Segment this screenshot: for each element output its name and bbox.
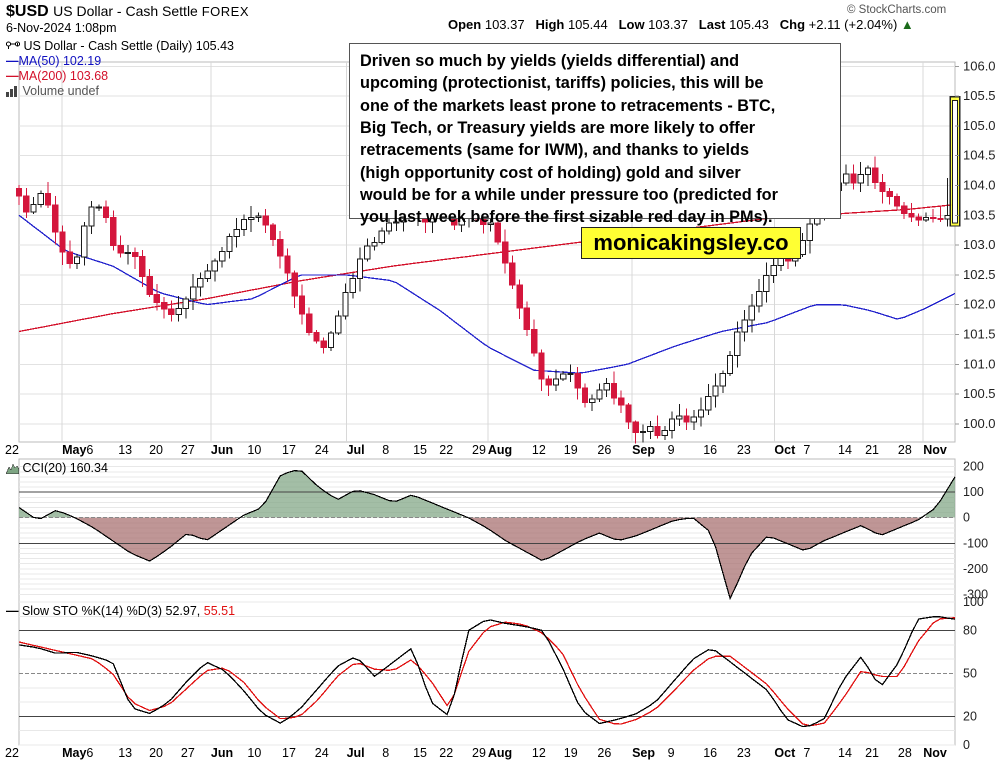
svg-text:Aug: Aug: [488, 746, 512, 760]
svg-text:100: 100: [963, 485, 984, 499]
svg-text:21: 21: [865, 443, 879, 457]
svg-text:May: May: [62, 443, 86, 457]
svg-text:20: 20: [149, 443, 163, 457]
svg-text:27: 27: [181, 746, 195, 760]
svg-text:12: 12: [532, 443, 546, 457]
svg-text:10: 10: [247, 746, 261, 760]
svg-text:21: 21: [865, 746, 879, 760]
svg-text:101.5: 101.5: [963, 327, 996, 342]
svg-text:Jun: Jun: [211, 746, 233, 760]
svg-text:May: May: [62, 746, 86, 760]
svg-text:Jun: Jun: [211, 443, 233, 457]
svg-text:Sep: Sep: [632, 746, 655, 760]
svg-text:26: 26: [597, 443, 611, 457]
svg-text:105.0: 105.0: [963, 118, 996, 133]
svg-text:105.5: 105.5: [963, 88, 996, 103]
svg-text:16: 16: [703, 443, 717, 457]
svg-text:80: 80: [963, 624, 977, 638]
svg-text:103.0: 103.0: [963, 237, 996, 252]
svg-text:19: 19: [564, 746, 578, 760]
svg-text:20: 20: [963, 709, 977, 723]
svg-text:29: 29: [472, 443, 486, 457]
svg-text:29: 29: [472, 746, 486, 760]
svg-text:8: 8: [382, 746, 389, 760]
svg-text:101.0: 101.0: [963, 356, 996, 371]
svg-text:22: 22: [439, 746, 453, 760]
svg-text:15: 15: [413, 746, 427, 760]
svg-text:100: 100: [963, 595, 984, 609]
svg-text:106.0: 106.0: [963, 58, 996, 73]
svg-text:14: 14: [838, 746, 852, 760]
svg-text:17: 17: [282, 746, 296, 760]
svg-text:9: 9: [668, 443, 675, 457]
svg-text:27: 27: [181, 443, 195, 457]
svg-text:26: 26: [597, 746, 611, 760]
svg-text:23: 23: [737, 746, 751, 760]
svg-text:Aug: Aug: [488, 443, 512, 457]
svg-text:0: 0: [963, 511, 970, 525]
svg-text:24: 24: [315, 746, 329, 760]
svg-text:100.5: 100.5: [963, 386, 996, 401]
svg-text:9: 9: [668, 746, 675, 760]
svg-text:28: 28: [898, 746, 912, 760]
svg-text:Jul: Jul: [347, 443, 365, 457]
svg-text:100.0: 100.0: [963, 416, 996, 431]
svg-text:103.5: 103.5: [963, 207, 996, 222]
svg-text:13: 13: [118, 443, 132, 457]
svg-text:22: 22: [5, 443, 19, 457]
svg-text:13: 13: [118, 746, 132, 760]
svg-text:Nov: Nov: [923, 443, 947, 457]
svg-text:20: 20: [149, 746, 163, 760]
svg-text:50: 50: [963, 667, 977, 681]
svg-text:200: 200: [963, 460, 984, 474]
svg-text:6: 6: [86, 443, 93, 457]
svg-text:Oct: Oct: [774, 443, 796, 457]
svg-text:22: 22: [439, 443, 453, 457]
svg-text:102.5: 102.5: [963, 267, 996, 282]
svg-text:22: 22: [5, 746, 19, 760]
svg-text:Nov: Nov: [923, 746, 947, 760]
svg-text:6: 6: [86, 746, 93, 760]
svg-text:28: 28: [898, 443, 912, 457]
svg-text:102.0: 102.0: [963, 297, 996, 312]
svg-text:8: 8: [382, 443, 389, 457]
svg-text:7: 7: [803, 746, 810, 760]
svg-text:15: 15: [413, 443, 427, 457]
svg-text:-100: -100: [963, 536, 988, 550]
svg-text:-200: -200: [963, 562, 988, 576]
svg-text:104.0: 104.0: [963, 178, 996, 193]
svg-text:16: 16: [703, 746, 717, 760]
svg-text:Oct: Oct: [774, 746, 796, 760]
svg-text:10: 10: [247, 443, 261, 457]
svg-text:17: 17: [282, 443, 296, 457]
svg-text:7: 7: [803, 443, 810, 457]
svg-text:23: 23: [737, 443, 751, 457]
svg-text:12: 12: [532, 746, 546, 760]
svg-text:14: 14: [838, 443, 852, 457]
svg-text:19: 19: [564, 443, 578, 457]
svg-text:24: 24: [315, 443, 329, 457]
svg-text:0: 0: [963, 738, 970, 752]
svg-text:Sep: Sep: [632, 443, 655, 457]
svg-text:104.5: 104.5: [963, 148, 996, 163]
svg-text:Jul: Jul: [347, 746, 365, 760]
